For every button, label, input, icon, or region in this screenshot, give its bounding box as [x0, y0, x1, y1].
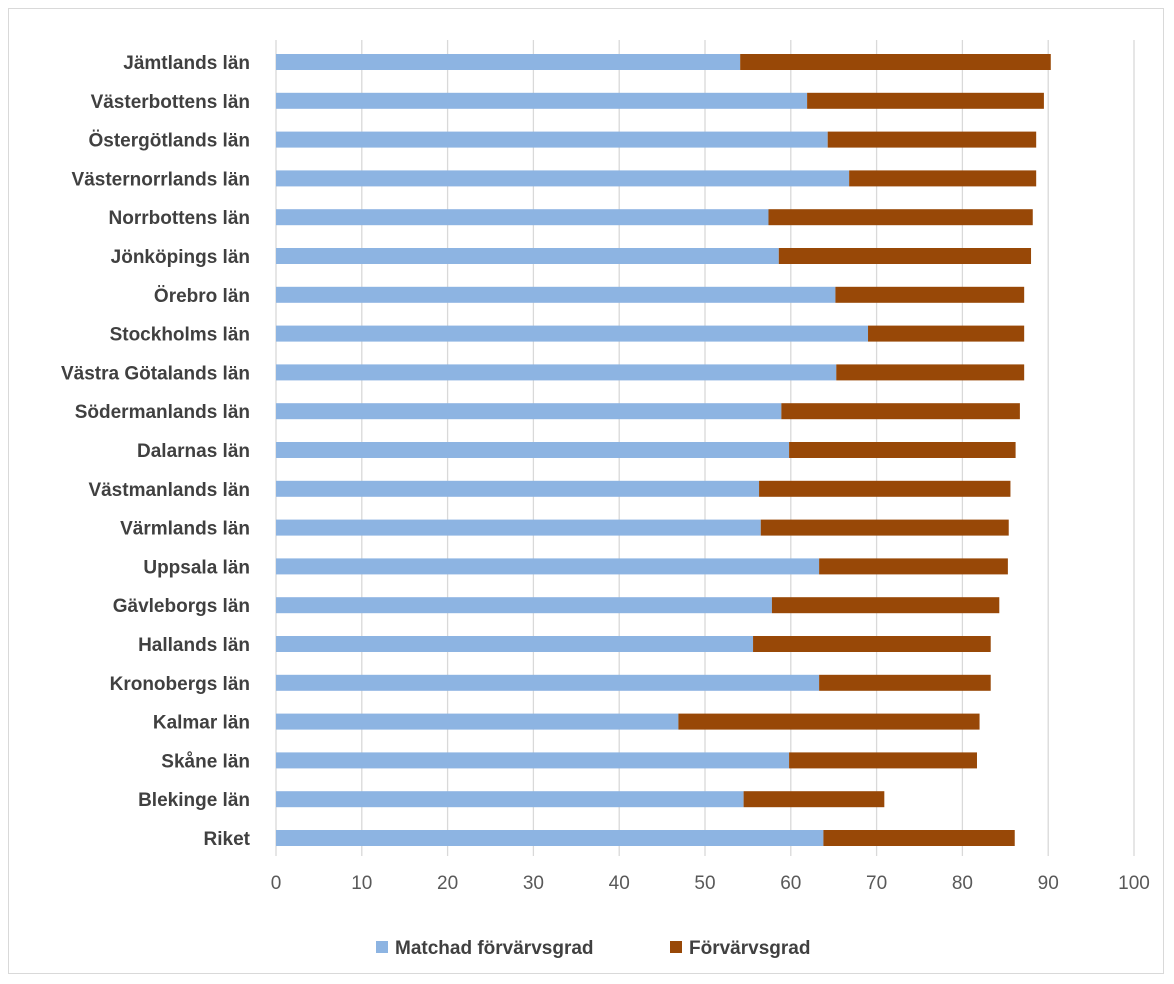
category-label: Uppsala län: [143, 557, 250, 578]
bar-matchad-forvarvsgrad-hallands-lan: [276, 636, 754, 652]
category-label: Skåne län: [161, 751, 250, 772]
category-label: Hallands län: [138, 635, 250, 656]
x-tick-label: 40: [609, 873, 630, 894]
bar-matchad-forvarvsgrad-norrbottens-lan: [276, 209, 769, 226]
bar-matchad-forvarvsgrad-vasternorrlands-lan: [276, 170, 850, 187]
bar-forvarvsgrad-kalmar-lan: [678, 713, 980, 730]
category-label: Dalarnas län: [137, 441, 250, 462]
x-tick-label: 30: [523, 873, 544, 894]
category-label: Riket: [204, 829, 251, 850]
category-label: Kalmar län: [153, 713, 250, 734]
category-label: Örebro län: [154, 286, 250, 307]
category-labels: Jämtlands län Västerbottens län Östergötla…: [61, 53, 251, 850]
x-tick-label: 80: [952, 873, 973, 894]
bar-matchad-forvarvsgrad-blekinge-lan: [276, 791, 744, 808]
bar-forvarvsgrad-vasternorrlands-lan: [849, 170, 1037, 187]
category-label: Östergötlands län: [88, 131, 250, 152]
category-label: Norrbottens län: [109, 208, 250, 229]
x-tick-label: 20: [437, 873, 458, 894]
bar-matchad-forvarvsgrad-orebro-lan: [276, 286, 836, 303]
bar-matchad-forvarvsgrad-sodermanlands-lan: [276, 403, 782, 420]
bars: [276, 54, 1051, 846]
x-tick-label: 10: [351, 873, 372, 894]
category-label: Stockholms län: [110, 325, 250, 346]
legend-swatch-matchad-forvarvsgrad: [376, 941, 388, 953]
bar-forvarvsgrad-dalarnas-lan: [789, 442, 1016, 458]
bar-matchad-forvarvsgrad-gavleborgs-lan: [276, 597, 772, 614]
bar-forvarvsgrad-ostergotlands-lan: [827, 131, 1037, 148]
category-label: Västernorrlands län: [72, 169, 250, 190]
legend: Matchad förvärvsgrad Förvärvsgrad: [376, 938, 810, 959]
bar-matchad-forvarvsgrad-uppsala-lan: [276, 558, 820, 575]
category-label: Västra Götalands län: [61, 363, 250, 384]
bar-forvarvsgrad-vastmanlands-lan: [759, 480, 1011, 497]
legend-label-matchad-forvarvsgrad: Matchad förvärvsgrad: [395, 938, 594, 959]
bar-forvarvsgrad-stockholms-lan: [868, 325, 1025, 342]
bar-forvarvsgrad-gavleborgs-lan: [771, 597, 1000, 614]
x-tick-label: 0: [271, 873, 282, 894]
bar-forvarvsgrad-vasterbottens-lan: [807, 92, 1044, 109]
category-label: Södermanlands län: [75, 402, 250, 423]
bar-forvarvsgrad-blekinge-lan: [743, 791, 885, 808]
legend-swatch-forvarvsgrad: [670, 941, 682, 953]
category-label: Västerbottens län: [91, 92, 250, 113]
bar-forvarvsgrad-jamtlands-lan: [740, 54, 1051, 70]
x-tick-label: 70: [866, 873, 887, 894]
x-tick-labels: 0 10 20 30 40 50 60 70 80 90 100: [271, 873, 1150, 894]
x-tick-label: 60: [780, 873, 801, 894]
bar-matchad-forvarvsgrad-stockholms-lan: [276, 325, 869, 342]
bar-matchad-forvarvsgrad-skane-lan: [276, 752, 790, 769]
category-label: Kronobergs län: [110, 674, 250, 695]
bar-matchad-forvarvsgrad-jonkopings-lan: [276, 248, 779, 264]
bar-matchad-forvarvsgrad-kalmar-lan: [276, 713, 679, 730]
category-label: Jönköpings län: [111, 247, 250, 268]
bar-forvarvsgrad-vastra-gotalands-lan: [836, 364, 1025, 381]
category-label: Blekinge län: [138, 790, 250, 811]
bar-matchad-forvarvsgrad-dalarnas-lan: [276, 442, 790, 458]
category-label: Värmlands län: [120, 519, 250, 540]
bar-forvarvsgrad-skane-lan: [789, 752, 977, 769]
bar-forvarvsgrad-hallands-lan: [753, 636, 991, 652]
bar-matchad-forvarvsgrad-ostergotlands-lan: [276, 131, 828, 148]
bar-forvarvsgrad-sodermanlands-lan: [781, 403, 1020, 420]
bar-matchad-forvarvsgrad-vastra-gotalands-lan: [276, 364, 837, 381]
bar-matchad-forvarvsgrad-vastmanlands-lan: [276, 480, 760, 497]
bar-forvarvsgrad-norrbottens-lan: [768, 209, 1033, 226]
x-tick-label: 90: [1038, 873, 1059, 894]
bar-matchad-forvarvsgrad-varmlands-lan: [276, 519, 761, 536]
bar-matchad-forvarvsgrad-vasterbottens-lan: [276, 92, 808, 109]
category-label: Västmanlands län: [88, 480, 250, 501]
category-label: Jämtlands län: [123, 53, 250, 74]
bar-forvarvsgrad-jonkopings-lan: [778, 248, 1032, 264]
category-label: Gävleborgs län: [113, 596, 250, 617]
bar-matchad-forvarvsgrad-kronobergs-lan: [276, 674, 820, 691]
bar-forvarvsgrad-kronobergs-lan: [819, 674, 991, 691]
bar-matchad-forvarvsgrad-jamtlands-lan: [276, 54, 741, 70]
bar-forvarvsgrad-varmlands-lan: [760, 519, 1009, 536]
x-tick-label: 50: [694, 873, 715, 894]
bar-forvarvsgrad-orebro-lan: [835, 286, 1025, 303]
bar-forvarvsgrad-uppsala-lan: [819, 558, 1008, 575]
bar-forvarvsgrad-riket: [823, 830, 1015, 846]
x-tick-label: 100: [1118, 873, 1150, 894]
bar-matchad-forvarvsgrad-riket: [276, 830, 824, 846]
legend-label-forvarvsgrad: Förvärvsgrad: [689, 938, 810, 959]
